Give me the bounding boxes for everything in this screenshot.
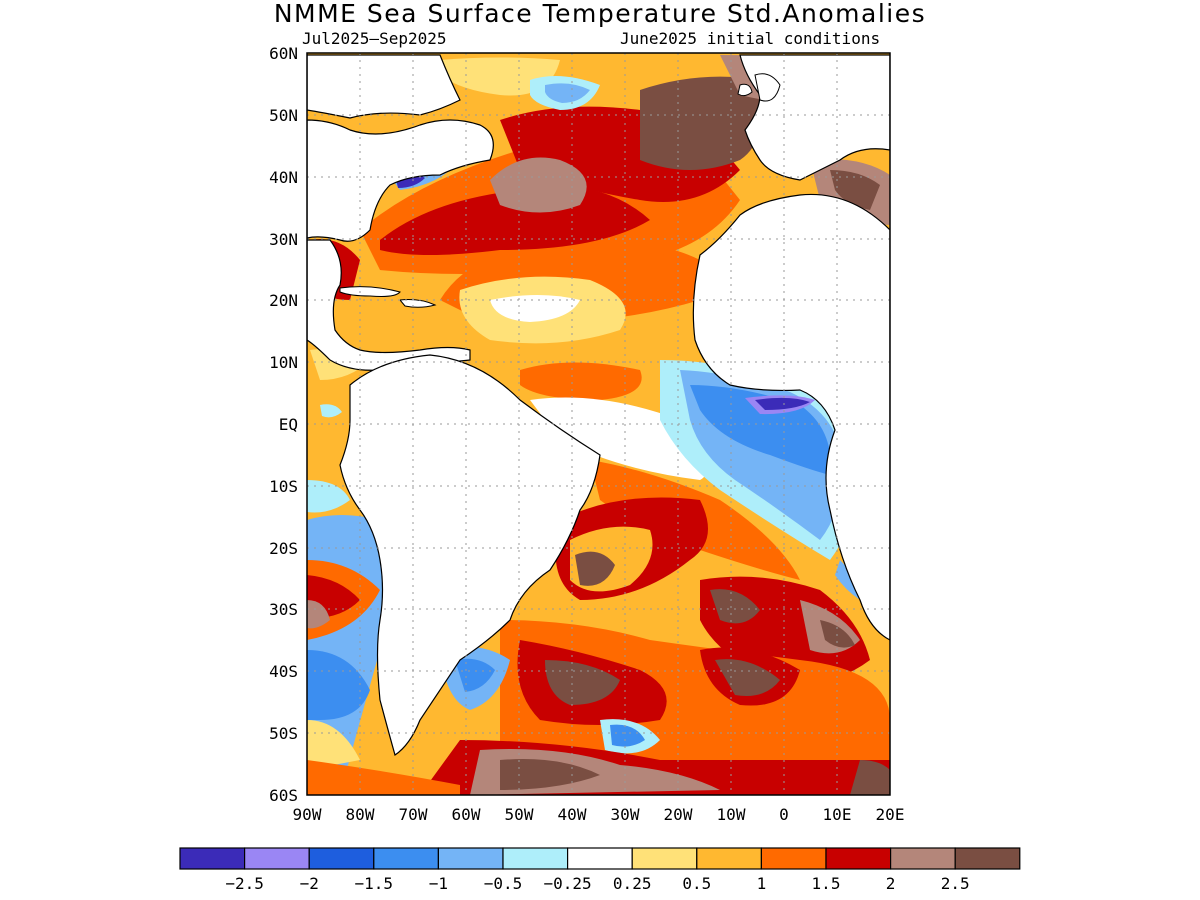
colorbar-label: 1 — [757, 874, 767, 893]
lat-label: 20N — [269, 291, 298, 310]
colorbar-label: −1.5 — [355, 874, 394, 893]
colorbar-swatch — [889, 847, 956, 870]
colorbar-swatch — [696, 847, 762, 870]
map-field — [307, 53, 890, 795]
lon-label: 80W — [346, 805, 375, 824]
colorbar-swatch — [244, 847, 310, 870]
lon-label: 70W — [399, 805, 428, 824]
lat-label: 60S — [269, 786, 298, 805]
lat-label: 40S — [269, 662, 298, 681]
colorbar-label: 2 — [886, 874, 896, 893]
colorbar: −2.5 −2 −1.5 −1 −0.5 −0.25 0.25 0.5 1 1.5 2 2.5 — [179, 847, 1021, 893]
lat-label: EQ — [279, 415, 298, 434]
lon-label: 60W — [452, 805, 481, 824]
colorbar-swatch — [566, 847, 633, 870]
colorbar-label: −0.25 — [544, 874, 592, 893]
map-frame — [306, 52, 891, 796]
colorbar-swatch — [308, 847, 375, 870]
lon-label: 10E — [823, 805, 852, 824]
colorbar-swatch — [954, 847, 1021, 870]
lat-label: 10N — [269, 353, 298, 372]
colorbar-swatch — [760, 847, 827, 870]
lon-label: 90W — [293, 805, 322, 824]
lat-label: 60N — [269, 44, 298, 63]
colorbar-swatch — [373, 847, 439, 870]
lat-label: 50S — [269, 724, 298, 743]
map-title: NMME Sea Surface Temperature Std.Anomali… — [273, 0, 927, 28]
initial-conditions: June2025 initial conditions — [620, 29, 881, 48]
lon-label: 50W — [505, 805, 534, 824]
forecast-period: Jul2025–Sep2025 — [302, 29, 447, 48]
lon-label: 10W — [717, 805, 746, 824]
colorbar-swatch — [437, 847, 504, 870]
colorbar-label: 1.5 — [812, 874, 841, 893]
colorbar-label: −2.5 — [225, 874, 264, 893]
lon-label: 20E — [876, 805, 905, 824]
colorbar-label: 2.5 — [941, 874, 970, 893]
colorbar-swatch — [179, 847, 246, 870]
graticule — [307, 53, 890, 795]
colorbar-label: −0.5 — [484, 874, 523, 893]
lat-label: 20S — [269, 539, 298, 558]
lon-label: 40W — [558, 805, 587, 824]
colorbar-swatch — [631, 847, 698, 870]
colorbar-swatch — [825, 847, 892, 870]
lon-label: 0 — [779, 805, 789, 824]
lat-label: 40N — [269, 168, 298, 187]
colorbar-label: 0.5 — [682, 874, 711, 893]
lat-labels: 60N 50N 40N 30N 20N 10N EQ 10S 20S 30S 4… — [269, 44, 298, 805]
colorbar-label: 0.25 — [613, 874, 652, 893]
colorbar-swatch — [502, 847, 569, 870]
lat-label: 30N — [269, 230, 298, 249]
colorbar-label: −2 — [300, 874, 319, 893]
colorbar-label: −1 — [429, 874, 448, 893]
lat-label: 10S — [269, 477, 298, 496]
lon-label: 20W — [664, 805, 693, 824]
lat-label: 30S — [269, 600, 298, 619]
lon-label: 30W — [611, 805, 640, 824]
lat-label: 50N — [269, 106, 298, 125]
lon-labels: 90W 80W 70W 60W 50W 40W 30W 20W 10W 0 10… — [293, 805, 905, 824]
